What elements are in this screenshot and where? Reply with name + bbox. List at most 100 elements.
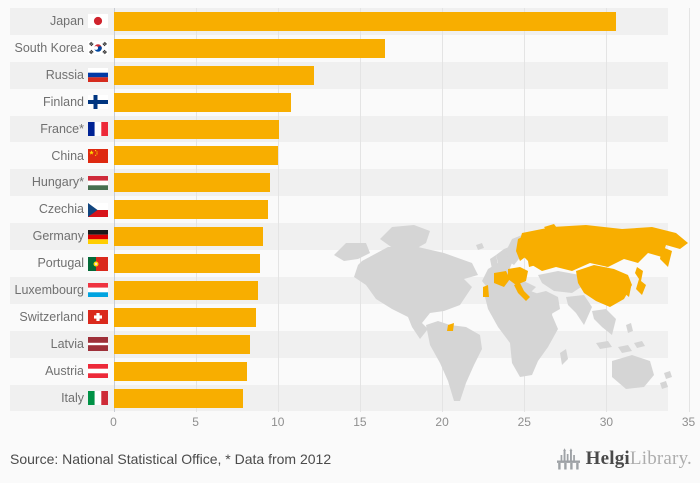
bar-hungary <box>113 173 270 193</box>
map-central-asia <box>538 271 584 293</box>
category-label-portugal: Portugal <box>37 256 84 271</box>
gridline <box>606 8 608 412</box>
x-tick-label: 0 <box>110 415 117 429</box>
map-iberia <box>488 283 506 299</box>
x-tick-label: 15 <box>353 415 367 429</box>
chart-row-latvia: Latvia <box>0 331 700 358</box>
bar-china <box>113 146 278 166</box>
map-korea <box>624 285 631 297</box>
bar-japan <box>113 11 617 31</box>
map-portugal <box>483 285 489 297</box>
italy-flag-icon <box>88 391 108 406</box>
russia-flag-icon <box>88 68 108 83</box>
chart-row-japan: Japan <box>0 8 700 35</box>
portugal-flag-icon <box>88 256 108 271</box>
helgi-library-logo[interactable]: HelgiLibrary. <box>556 447 692 470</box>
chart-row-china: China <box>0 143 700 170</box>
austria-flag-icon <box>88 364 108 379</box>
category-label-france: France* <box>40 121 84 136</box>
category-label-latvia: Latvia <box>50 336 84 351</box>
category-label-austria: Austria <box>45 363 84 378</box>
japan-flag-icon <box>88 14 108 29</box>
chart-row-czechia: Czechia <box>0 196 700 223</box>
bar-italy <box>113 388 244 408</box>
chart-row-hungary: Hungary* <box>0 169 700 196</box>
bar-switzerland <box>113 307 257 327</box>
bar-germany <box>113 227 263 247</box>
czechia-flag-icon <box>88 202 108 217</box>
map-indonesia <box>596 323 645 353</box>
hungary-flag-icon <box>88 175 108 190</box>
map-french-guiana <box>447 323 454 331</box>
bar-portugal <box>113 254 260 274</box>
source-note: Source: National Statistical Office, * D… <box>10 451 332 467</box>
map-russia <box>518 225 688 271</box>
brand-name: HelgiLibrary. <box>585 447 692 469</box>
category-label-russia: Russia <box>45 67 84 82</box>
gridline <box>442 8 444 412</box>
category-label-italy: Italy <box>61 390 84 405</box>
bar-austria <box>113 361 247 381</box>
map-iceland <box>476 243 484 250</box>
bar-south-korea <box>113 38 385 58</box>
bar-czechia <box>113 200 268 220</box>
x-tick-label: 30 <box>599 415 614 429</box>
map-madagascar <box>560 349 568 365</box>
gridline <box>359 8 361 412</box>
bar-russia <box>113 65 314 85</box>
bar-luxembourg <box>113 280 259 300</box>
map-china <box>576 265 632 307</box>
x-tick-label: 20 <box>435 415 449 429</box>
category-label-japan: Japan <box>49 14 84 28</box>
map-central-europe <box>508 267 528 285</box>
china-flag-icon <box>88 148 108 163</box>
category-label-south-korea: South Korea <box>14 40 85 55</box>
chart-row-finland: Finland <box>0 89 700 116</box>
map-india <box>566 295 592 325</box>
bar-finland <box>113 92 291 112</box>
x-tick-label: 35 <box>681 415 696 429</box>
map-japan <box>635 267 646 295</box>
gridline <box>524 8 526 412</box>
map-france <box>494 271 510 287</box>
france-flag-icon <box>88 122 108 137</box>
map-kamchatka <box>660 247 672 267</box>
latvia-flag-icon <box>88 337 108 352</box>
category-label-china: China <box>51 148 84 163</box>
chart-row-russia: Russia <box>0 62 700 89</box>
bar-france <box>113 119 280 139</box>
category-label-germany: Germany <box>32 229 84 244</box>
map-middle-east <box>530 291 560 317</box>
map-south-america <box>426 321 482 401</box>
chart-row-luxembourg: Luxembourg <box>0 277 700 304</box>
chart-row-switzerland: Switzerland <box>0 304 700 331</box>
world-map <box>332 221 696 421</box>
luxembourg-flag-icon <box>88 283 108 298</box>
map-north-america <box>354 247 478 339</box>
category-label-hungary: Hungary* <box>31 175 84 190</box>
category-label-luxembourg: Luxembourg <box>14 283 85 297</box>
bridge-icon <box>556 447 581 470</box>
x-tick-label: 10 <box>271 415 285 429</box>
bar-latvia <box>113 334 250 354</box>
map-italy <box>514 283 530 301</box>
category-label-czechia: Czechia <box>38 202 84 217</box>
map-australia <box>612 355 654 389</box>
chart-row-south-korea: South Korea <box>0 35 700 62</box>
map-new-zealand <box>660 371 672 389</box>
switzerland-flag-icon <box>88 310 108 325</box>
south-korea-flag-icon <box>88 41 108 56</box>
chart-row-germany: Germany <box>0 223 700 250</box>
map-se-asia <box>592 309 616 335</box>
map-greenland <box>380 225 430 251</box>
category-label-finland: Finland <box>43 94 84 109</box>
category-label-switzerland: Switzerland <box>19 309 84 324</box>
x-tick-label: 25 <box>517 415 531 429</box>
gridline <box>688 8 690 412</box>
germany-flag-icon <box>88 229 108 244</box>
finland-flag-icon <box>88 95 108 110</box>
chart-row-portugal: Portugal <box>0 250 700 277</box>
map-uk <box>490 255 498 269</box>
map-novaya-zemlya <box>544 224 557 231</box>
